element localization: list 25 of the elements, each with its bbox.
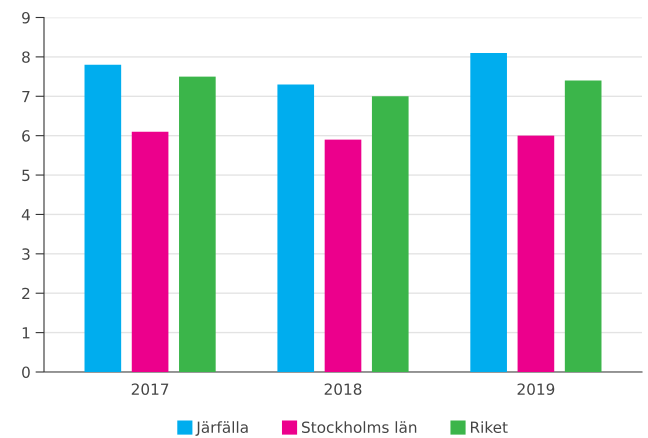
y-tick-label: 7 [22,90,30,102]
x-tick-label: 2019 [518,383,554,395]
y-tick-label: 9 [22,12,30,24]
legend-label: Järfälla [196,421,248,436]
y-tick-label: 0 [22,366,30,378]
x-tick-label: 2018 [324,383,362,395]
y-tick-label: 1 [22,327,30,338]
x-tick-label: 2017 [132,383,168,395]
y-tick-label: 8 [22,51,30,63]
y-tick-label: 3 [22,248,30,260]
bar [470,52,507,372]
bar [179,76,216,372]
y-tick-label: 4 [22,209,30,220]
bar [372,96,409,372]
y-tick-label: 6 [22,130,30,142]
legend-label: Stockholms län [302,421,416,434]
y-tick-label: 2 [22,288,30,300]
bar [518,136,554,372]
legend-label: Riket [470,421,508,434]
bar [132,132,168,372]
bar [564,80,602,372]
bar [324,140,362,372]
y-tick-label: 5 [22,170,30,182]
bar [84,64,122,372]
bar [277,84,314,372]
